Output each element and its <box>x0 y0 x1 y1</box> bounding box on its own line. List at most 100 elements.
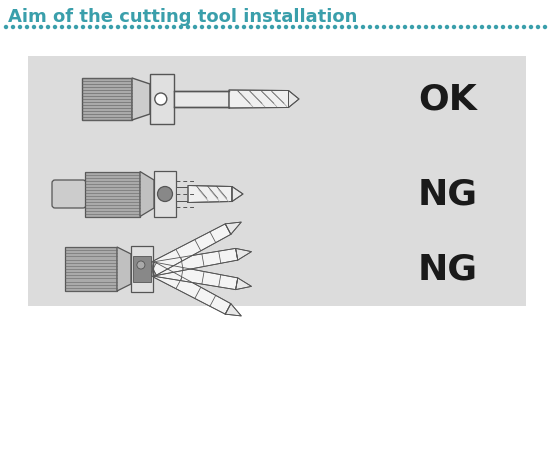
Circle shape <box>312 26 315 28</box>
Circle shape <box>536 26 539 28</box>
Circle shape <box>354 26 357 28</box>
Circle shape <box>306 26 309 28</box>
Bar <box>28 56 526 306</box>
Circle shape <box>157 186 172 201</box>
Circle shape <box>74 26 77 28</box>
Circle shape <box>4 26 7 28</box>
Polygon shape <box>117 247 131 291</box>
Circle shape <box>102 26 105 28</box>
Circle shape <box>368 26 371 28</box>
Polygon shape <box>225 222 241 234</box>
Polygon shape <box>229 90 288 108</box>
Circle shape <box>166 26 169 28</box>
Circle shape <box>474 26 477 28</box>
Circle shape <box>452 26 455 28</box>
Circle shape <box>376 26 379 28</box>
Polygon shape <box>188 185 232 202</box>
Circle shape <box>137 261 145 269</box>
Circle shape <box>382 26 385 28</box>
FancyBboxPatch shape <box>52 180 86 208</box>
Circle shape <box>158 26 161 28</box>
Polygon shape <box>236 248 251 260</box>
Circle shape <box>292 26 295 28</box>
Circle shape <box>460 26 463 28</box>
Circle shape <box>152 26 155 28</box>
Circle shape <box>446 26 449 28</box>
Circle shape <box>228 26 231 28</box>
Circle shape <box>340 26 343 28</box>
Bar <box>82 78 132 120</box>
Circle shape <box>214 26 217 28</box>
Circle shape <box>516 26 519 28</box>
Polygon shape <box>150 263 231 314</box>
Text: OK: OK <box>418 82 477 116</box>
Circle shape <box>256 26 259 28</box>
Circle shape <box>522 26 525 28</box>
Circle shape <box>18 26 21 28</box>
Circle shape <box>278 26 281 28</box>
Circle shape <box>390 26 393 28</box>
Circle shape <box>270 26 273 28</box>
Circle shape <box>418 26 421 28</box>
Bar <box>65 247 117 291</box>
Circle shape <box>544 26 547 28</box>
Circle shape <box>12 26 15 28</box>
Circle shape <box>200 26 203 28</box>
Circle shape <box>208 26 211 28</box>
Circle shape <box>32 26 35 28</box>
Circle shape <box>466 26 469 28</box>
Circle shape <box>494 26 497 28</box>
Circle shape <box>60 26 63 28</box>
Circle shape <box>68 26 71 28</box>
Circle shape <box>396 26 399 28</box>
Circle shape <box>508 26 511 28</box>
Circle shape <box>438 26 441 28</box>
Circle shape <box>236 26 239 28</box>
Circle shape <box>222 26 225 28</box>
Circle shape <box>404 26 407 28</box>
Circle shape <box>334 26 337 28</box>
Circle shape <box>362 26 365 28</box>
Circle shape <box>138 26 141 28</box>
Circle shape <box>26 26 29 28</box>
Circle shape <box>480 26 483 28</box>
Polygon shape <box>225 304 241 316</box>
Circle shape <box>320 26 323 28</box>
Bar <box>85 172 140 217</box>
Circle shape <box>424 26 427 28</box>
Circle shape <box>242 26 245 28</box>
Bar <box>131 246 153 292</box>
Circle shape <box>130 26 133 28</box>
Circle shape <box>194 26 197 28</box>
Bar <box>154 171 176 217</box>
Circle shape <box>348 26 351 28</box>
Circle shape <box>180 26 183 28</box>
Circle shape <box>110 26 113 28</box>
Polygon shape <box>152 248 238 276</box>
Polygon shape <box>132 78 150 120</box>
Circle shape <box>298 26 301 28</box>
Circle shape <box>172 26 175 28</box>
Polygon shape <box>152 262 238 290</box>
Circle shape <box>186 26 189 28</box>
Polygon shape <box>232 186 243 201</box>
Text: Aim of the cutting tool installation: Aim of the cutting tool installation <box>8 8 357 26</box>
Polygon shape <box>288 91 299 108</box>
Bar <box>176 187 188 201</box>
Circle shape <box>124 26 127 28</box>
Bar <box>133 256 151 282</box>
Polygon shape <box>150 224 231 275</box>
Polygon shape <box>236 278 251 290</box>
Circle shape <box>488 26 491 28</box>
Circle shape <box>155 93 167 105</box>
Text: NG: NG <box>418 252 478 286</box>
Circle shape <box>82 26 85 28</box>
Circle shape <box>284 26 287 28</box>
Text: NG: NG <box>418 177 478 211</box>
Circle shape <box>250 26 253 28</box>
Circle shape <box>502 26 505 28</box>
Circle shape <box>264 26 267 28</box>
Circle shape <box>116 26 119 28</box>
Circle shape <box>144 26 147 28</box>
Circle shape <box>40 26 43 28</box>
